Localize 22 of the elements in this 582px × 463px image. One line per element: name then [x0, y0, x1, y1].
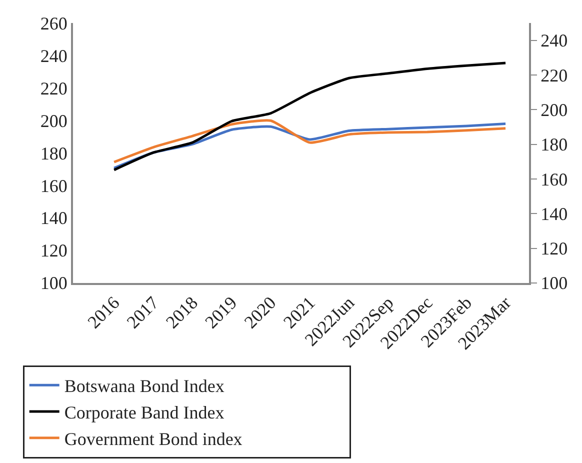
y-tick-label: 120	[40, 240, 68, 261]
line-series	[112, 62, 507, 172]
y-tick-label: 260	[40, 13, 68, 34]
y2-tick-label: 200	[540, 100, 568, 120]
legend-label: Botswana Bond Index	[64, 376, 224, 396]
y-tick-label: 180	[40, 143, 68, 164]
y2-tick-label: 160	[540, 169, 568, 190]
y2-tick-label: 180	[540, 134, 568, 155]
y-tick-label: 240	[40, 46, 68, 66]
line-series	[112, 119, 507, 164]
y2-tick-label: 100	[540, 273, 568, 294]
y2-tick-label: 220	[540, 65, 568, 86]
y-tick-label: 100	[40, 273, 68, 294]
y2-tick-label: 140	[540, 204, 568, 224]
y-tick-label: 160	[40, 176, 68, 196]
legend-label: Corporate Band Index	[64, 402, 224, 422]
y-tick-label: 220	[40, 78, 68, 98]
y-tick-label: 200	[40, 110, 68, 131]
y2-tick-label: 120	[540, 238, 568, 259]
legend-label: Government Bond index	[64, 428, 242, 449]
y-tick-label: 140	[40, 208, 68, 228]
y2-tick-label: 240	[540, 30, 568, 51]
